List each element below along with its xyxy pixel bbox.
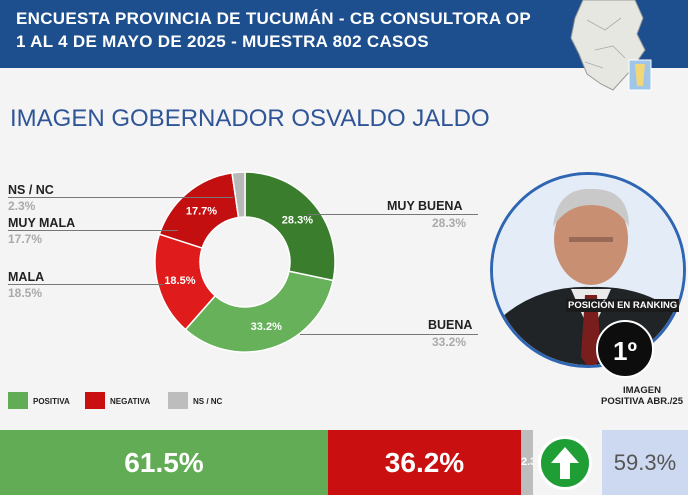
bar-segment-positiva: 61.5% xyxy=(0,430,328,495)
ranking-label: POSICIÓN EN RANKING xyxy=(566,299,680,312)
leader-line-mala xyxy=(8,284,163,285)
label-muymala-value: 17.7% xyxy=(8,232,43,246)
ranking-badge: 1º xyxy=(596,320,654,378)
tucuman-map-icon xyxy=(570,0,652,91)
donut-data-label-mala: 18.5% xyxy=(164,275,195,287)
label-nsnc-name: NS / NC xyxy=(8,183,54,197)
header-title-line1: ENCUESTA PROVINCIA DE TUCUMÁN - CB CONSU… xyxy=(16,9,531,28)
label-buena-value: 33.2% xyxy=(432,335,467,349)
label-mala-value: 18.5% xyxy=(8,286,43,300)
label-buena-name: BUENA xyxy=(428,318,473,332)
chart-subtitle: IMAGEN GOBERNADOR OSVALDO JALDO xyxy=(10,105,490,132)
donut-chart: 28.3% 33.2% 18.5% 17.7% xyxy=(154,171,336,353)
legend-swatch-negativa xyxy=(85,392,105,409)
leader-line-buena xyxy=(300,334,478,335)
label-nsnc-value: 2.3% xyxy=(8,199,36,213)
previous-positive-title: IMAGEN POSITIVA ABR./25 xyxy=(601,385,683,407)
donut-data-label-muy-buena: 28.3% xyxy=(282,214,313,226)
header-title-line2: 1 AL 4 DE MAYO DE 2025 - MUESTRA 802 CAS… xyxy=(16,32,429,51)
label-mala-name: MALA xyxy=(8,270,45,284)
leader-line-muymala xyxy=(8,230,178,231)
donut-data-label-buena: 33.2% xyxy=(251,321,282,333)
donut-slice-muy-buena xyxy=(244,171,336,282)
legend-swatch-positiva xyxy=(8,392,28,409)
legend-label-positiva: POSITIVA xyxy=(33,397,70,406)
donut-slice-buena xyxy=(184,270,334,353)
governor-photo xyxy=(490,172,686,368)
previous-positive-value: 59.3% xyxy=(602,430,688,495)
label-muymala-name: MUY MALA xyxy=(8,216,76,230)
donut-slice-ns-nc xyxy=(231,171,246,219)
label-muybuena-value: 28.3% xyxy=(432,216,467,230)
bar-segment-ns-nc: 2.3 xyxy=(521,430,533,495)
donut-data-label-muy-mala: 17.7% xyxy=(186,205,217,217)
legend-label-negativa: NEGATIVA xyxy=(110,397,151,406)
legend-swatch-nsnc xyxy=(168,392,188,409)
arrow-up-icon xyxy=(538,436,592,490)
leader-line-muybuena xyxy=(308,214,478,215)
label-muybuena-name: MUY BUENA xyxy=(387,199,463,213)
legend-label-nsnc: NS / NC xyxy=(193,397,223,406)
leader-line-nsnc xyxy=(8,197,233,198)
bar-segment-negativa: 36.2% xyxy=(328,430,521,495)
